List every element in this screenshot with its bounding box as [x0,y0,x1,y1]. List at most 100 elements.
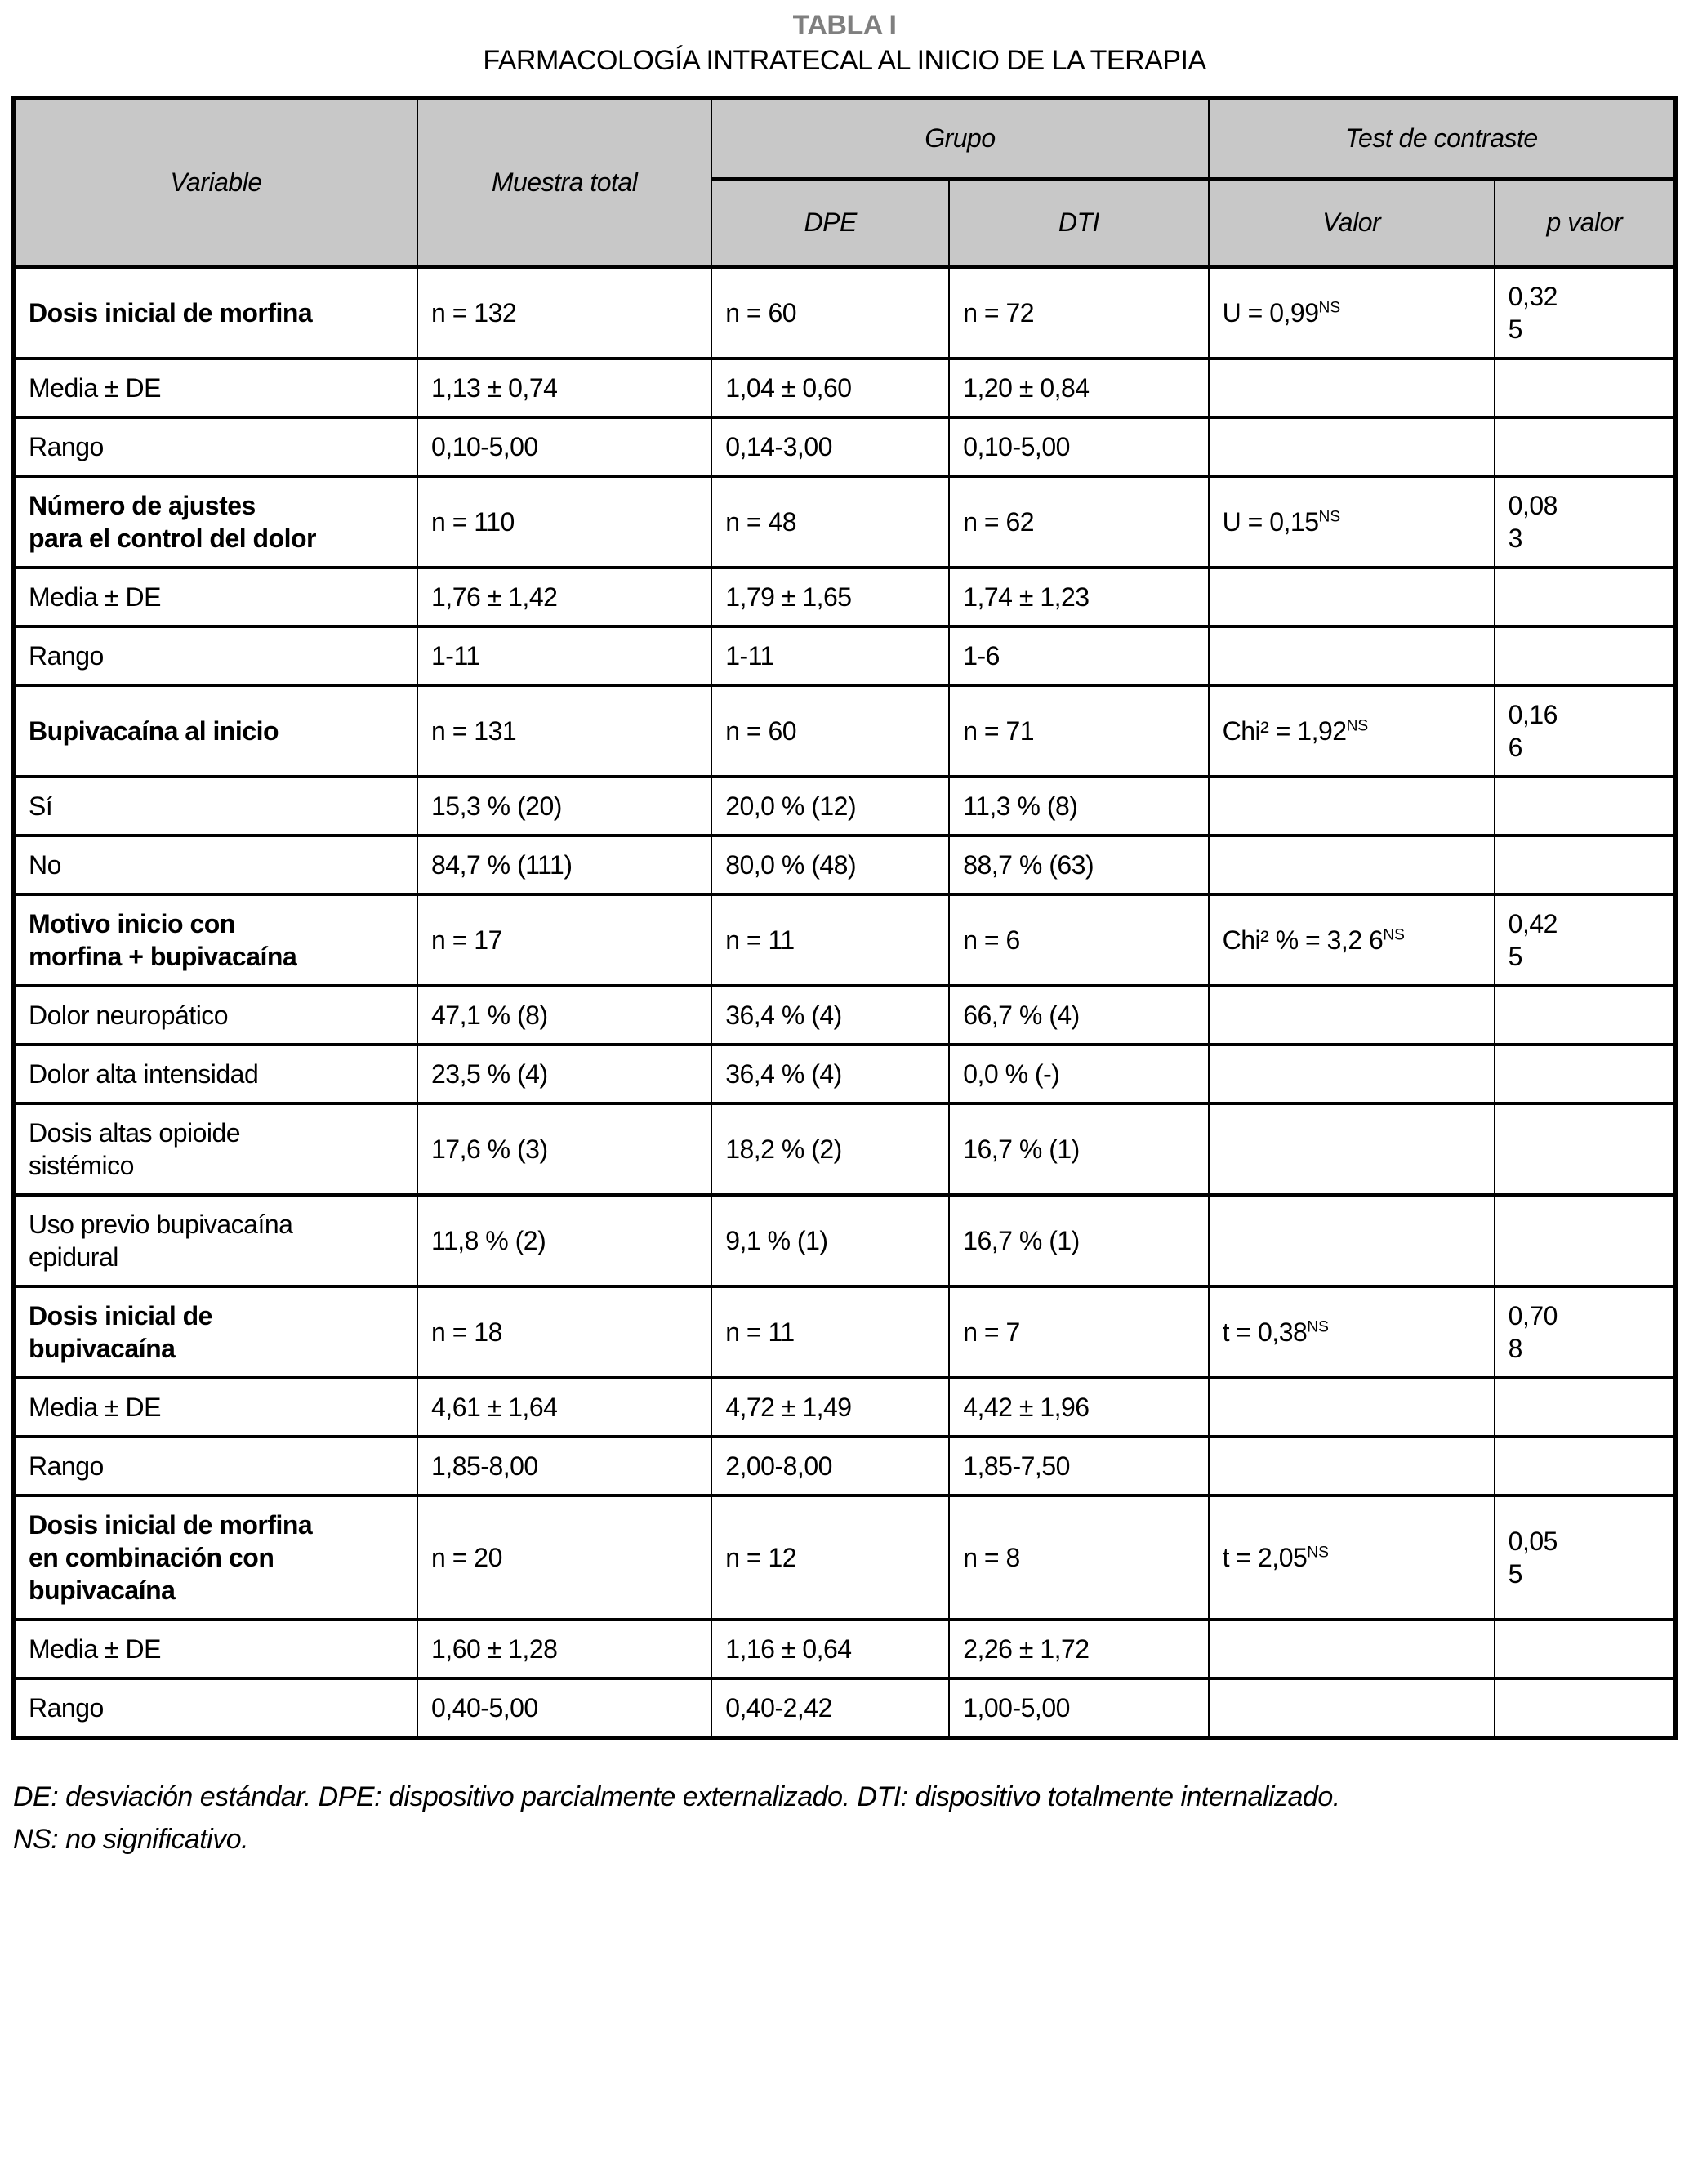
dpe-cell: n = 60 [711,683,951,778]
dti-cell: n = 71 [948,683,1210,778]
valor-cell [1207,983,1495,1046]
table-row: Media ± DE 1,60 ± 1,28 1,16 ± 0,64 2,26 ± 1… [12,1617,1677,1680]
muestra-total-cell: 1,13 ± 0,74 [416,356,713,419]
dpe-cell: n = 11 [711,1284,951,1379]
table-row: Media ± DE 1,76 ± 1,42 1,79 ± 1,65 1,74 ± 1… [12,565,1677,628]
dpe-cell: 2,00-8,00 [711,1434,951,1497]
dpe-cell: 20,0 % (12) [711,774,951,837]
dpe-cell: 1,79 ± 1,65 [711,565,951,628]
muestra-total-cell: 0,10-5,00 [416,415,713,478]
dti-cell: 16,7 % (1) [948,1192,1210,1288]
muestra-total-cell: n = 17 [416,892,713,987]
muestra-total-cell: n = 18 [416,1284,713,1379]
valor-cell: t = 0,38NS [1207,1284,1495,1379]
dti-cell: 4,42 ± 1,96 [948,1375,1210,1438]
table-row: Sí 15,3 % (20) 20,0 % (12) 11,3 % (8) [12,774,1677,837]
muestra-total-cell: 1-11 [416,624,713,687]
ns-superscript: NS [1307,1543,1329,1561]
row-label-cell: Dosis inicial de bupivacaína [12,1284,418,1379]
ns-superscript: NS [1346,716,1369,734]
dti-cell: 1,20 ± 0,84 [948,356,1210,419]
muestra-total-cell: 11,8 % (2) [416,1192,713,1288]
row-label-cell: No [12,833,418,896]
p-valor-cell [1493,833,1677,896]
data-table: Variable Muestra total Grupo Test de con… [11,96,1678,1740]
muestra-total-cell: 47,1 % (8) [416,983,713,1046]
p-valor-cell: 0,32 5 [1493,265,1677,360]
muestra-total-cell: n = 110 [416,474,713,569]
table-row: Dosis inicial de bupivacaína n = 18 n = 11… [12,1284,1677,1379]
table-row: Rango 1-11 1-11 1-6 [12,624,1677,687]
row-label-cell: Rango [12,1676,418,1739]
column-header-muestra-total: Muestra total [416,96,713,269]
valor-cell [1207,624,1495,687]
muestra-total-cell: 17,6 % (3) [416,1101,713,1197]
dti-cell: 1,74 ± 1,23 [948,565,1210,628]
table-row: Rango 1,85-8,00 2,00-8,00 1,85-7,50 [12,1434,1677,1497]
dpe-cell: 9,1 % (1) [711,1192,951,1288]
row-label-cell: Bupivacaína al inicio [12,683,418,778]
dpe-cell: n = 48 [711,474,951,569]
footnote-line: NS: no significativo. [13,1823,249,1855]
test-statistic: t = 0,38 [1222,1317,1308,1347]
p-valor-cell: 0,16 6 [1493,683,1677,778]
valor-cell [1207,1042,1495,1105]
valor-cell: Chi² = 1,92NS [1207,683,1495,778]
p-valor-cell [1493,415,1677,478]
column-header-variable: Variable [12,96,418,269]
column-header-dti: DTI [948,176,1210,269]
dti-cell: n = 62 [948,474,1210,569]
column-header-dpe: DPE [711,176,951,269]
row-label-cell: Dosis inicial de morfina [12,265,418,360]
column-group-header-test-de-contraste: Test de contraste [1207,96,1677,181]
dti-cell: 66,7 % (4) [948,983,1210,1046]
table-row: Dosis inicial de morfina n = 132 n = 60 n =… [12,265,1677,360]
table-row: Dolor neuropático 47,1 % (8) 36,4 % (4) 66,… [12,983,1677,1046]
footnote: DE: desviación estándar. DPE: dispositiv… [13,1776,1676,1861]
row-label-cell: Dosis altas opioide sistémico [12,1101,418,1197]
muestra-total-cell: 0,40-5,00 [416,1676,713,1739]
p-valor-cell [1493,565,1677,628]
row-label-cell: Dosis inicial de morfina en combinación … [12,1493,418,1621]
valor-cell: U = 0,99NS [1207,265,1495,360]
row-label-cell: Rango [12,1434,418,1497]
p-valor-cell [1493,1192,1677,1288]
dti-cell: 2,26 ± 1,72 [948,1617,1210,1680]
dpe-cell: 18,2 % (2) [711,1101,951,1197]
valor-cell: t = 2,05NS [1207,1493,1495,1621]
p-valor-cell [1493,983,1677,1046]
table-row: Bupivacaína al inicio n = 131 n = 60 n = 71… [12,683,1677,778]
table-row: Dolor alta intensidad 23,5 % (4) 36,4 % (4… [12,1042,1677,1105]
p-valor-cell [1493,624,1677,687]
valor-cell [1207,1617,1495,1680]
column-header-valor: Valor [1207,176,1495,269]
table-row: No 84,7 % (111) 80,0 % (48) 88,7 % (63) [12,833,1677,896]
valor-cell [1207,1192,1495,1288]
header-row-sub: DPE DTI Valor p valor [14,176,1677,269]
dti-cell: 0,0 % (-) [948,1042,1210,1105]
row-label-cell: Media ± DE [12,565,418,628]
valor-cell [1207,415,1495,478]
dpe-cell: 1,16 ± 0,64 [711,1617,951,1680]
p-valor-cell [1493,1101,1677,1197]
muestra-total-cell: n = 20 [416,1493,713,1621]
p-valor-cell [1493,1676,1677,1739]
p-valor-cell: 0,08 3 [1493,474,1677,569]
row-label-cell: Rango [12,415,418,478]
row-label-cell: Media ± DE [12,1617,418,1680]
valor-cell [1207,833,1495,896]
dti-cell: 88,7 % (63) [948,833,1210,896]
ns-superscript: NS [1307,1317,1329,1335]
dpe-cell: 4,72 ± 1,49 [711,1375,951,1438]
muestra-total-cell: 15,3 % (20) [416,774,713,837]
p-valor-cell [1493,1375,1677,1438]
test-statistic: Chi² = 1,92 [1222,715,1347,746]
muestra-total-cell: 1,85-8,00 [416,1434,713,1497]
row-label-cell: Uso previo bupivacaína epidural [12,1192,418,1288]
dti-cell: 1,00-5,00 [948,1676,1210,1739]
dpe-cell: n = 60 [711,265,951,360]
column-header-p-valor: p valor [1493,176,1677,269]
table-row: Rango 0,10-5,00 0,14-3,00 0,10-5,00 [12,415,1677,478]
muestra-total-cell: 4,61 ± 1,64 [416,1375,713,1438]
